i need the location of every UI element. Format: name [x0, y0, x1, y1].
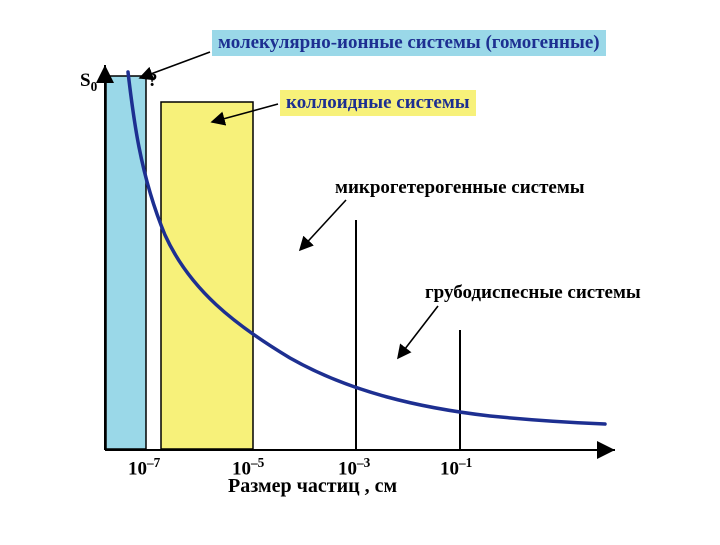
microheterogeneous-label: микрогетерогенные системы	[335, 177, 585, 199]
x-tick-3: 10–1	[440, 455, 472, 480]
arrow-to-coarse	[398, 306, 438, 358]
coarse-dispersed-label: грубодиспесные системы	[425, 282, 641, 304]
molecular-ionic-region	[106, 76, 146, 449]
arrow-to-microhetero	[300, 200, 346, 250]
question-mark: ?	[148, 70, 158, 92]
y-axis-label: S0	[80, 70, 97, 95]
particle-size-chart: S0Размер частиц , см10–710–510–310–1?мол…	[0, 0, 720, 540]
x-tick-1: 10–5	[232, 455, 264, 480]
x-tick-2: 10–3	[338, 455, 370, 480]
x-tick-0: 10–7	[128, 455, 160, 480]
molecular-ionic-label: молекулярно-ионные системы (гомогенные)	[212, 30, 606, 56]
colloidal-region	[161, 102, 253, 449]
colloidal-label: коллоидные системы	[280, 90, 476, 116]
